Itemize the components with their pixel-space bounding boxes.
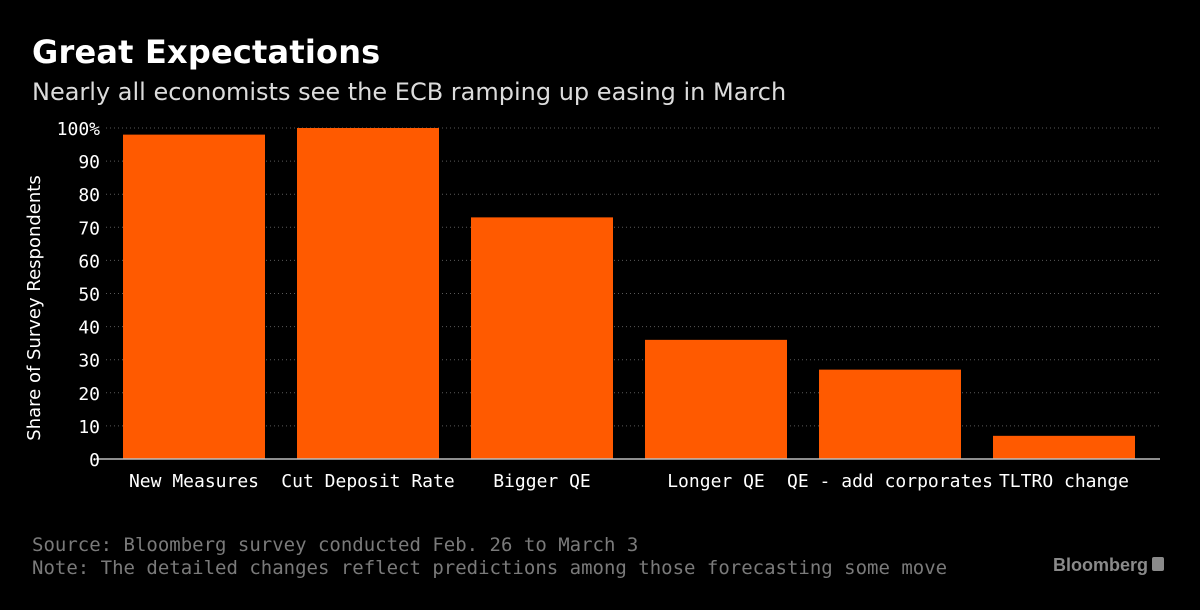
x-tick-label: Bigger QE xyxy=(493,471,591,492)
y-tick-label: 50 xyxy=(78,285,100,306)
y-tick-label: 80 xyxy=(78,185,100,206)
bar xyxy=(993,435,1135,459)
source-note: Source: Bloomberg survey conducted Feb. … xyxy=(32,534,639,556)
footnote: Note: The detailed changes reflect predi… xyxy=(32,557,948,579)
y-tick-label: 60 xyxy=(78,251,100,272)
bar xyxy=(297,128,439,459)
bar xyxy=(819,369,961,459)
y-tick-label: 20 xyxy=(78,384,100,405)
x-tick-label: TLTRO change xyxy=(999,471,1129,492)
y-tick-label: 30 xyxy=(78,351,100,372)
y-tick-label: 10 xyxy=(78,417,100,438)
y-axis-label: Share of Survey Respondents xyxy=(24,175,45,440)
y-tick-label: 70 xyxy=(78,218,100,239)
chart-subtitle: Nearly all economists see the ECB rampin… xyxy=(32,78,787,106)
y-tick-label: 90 xyxy=(78,152,100,173)
y-tick-label: 100% xyxy=(57,119,101,140)
bars xyxy=(123,128,1135,459)
bloomberg-logo: Bloomberg xyxy=(1052,555,1148,575)
y-tick-labels: 0 10 20 30 40 50 60 70 80 90 100% xyxy=(57,119,101,471)
chart-title: Great Expectations xyxy=(32,33,381,71)
y-tick-label: 40 xyxy=(78,318,100,339)
x-tick-label: QE - add corporates xyxy=(787,471,993,492)
bloomberg-logo-icon xyxy=(1152,557,1164,571)
x-tick-labels: New Measures Cut Deposit Rate Bigger QE Lon… xyxy=(129,471,1129,492)
bar xyxy=(471,217,613,459)
bar xyxy=(645,339,787,459)
bar xyxy=(123,134,265,459)
x-tick-label: Cut Deposit Rate xyxy=(281,471,454,492)
y-tick-label: 0 xyxy=(89,450,100,471)
x-tick-label: Longer QE xyxy=(667,471,765,492)
x-tick-label: New Measures xyxy=(129,471,259,492)
